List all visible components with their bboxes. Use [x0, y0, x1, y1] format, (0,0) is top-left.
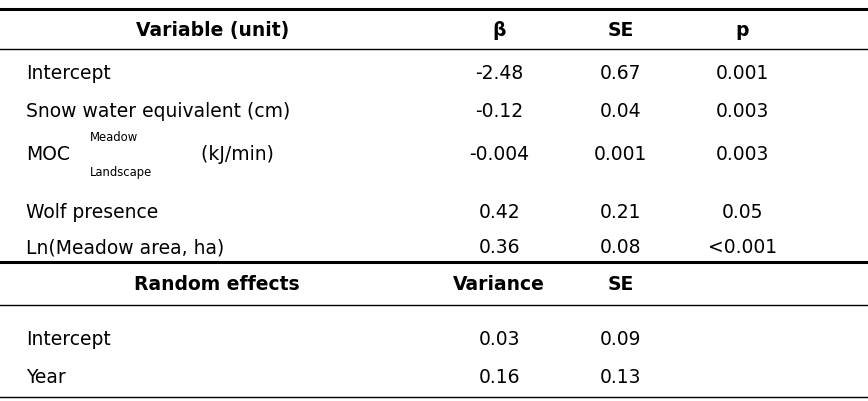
- Text: 0.67: 0.67: [600, 64, 641, 83]
- Text: 0.003: 0.003: [715, 102, 769, 121]
- Text: 0.001: 0.001: [594, 145, 648, 164]
- Text: -0.004: -0.004: [469, 145, 529, 164]
- Text: 0.13: 0.13: [600, 367, 641, 386]
- Text: Wolf presence: Wolf presence: [26, 202, 158, 221]
- Text: Ln(Meadow area, ha): Ln(Meadow area, ha): [26, 237, 224, 257]
- Text: (kJ/min): (kJ/min): [195, 145, 274, 164]
- Text: 0.04: 0.04: [600, 102, 641, 121]
- Text: 0.16: 0.16: [478, 367, 520, 386]
- Text: 0.05: 0.05: [721, 202, 763, 221]
- Text: MOC: MOC: [26, 145, 70, 164]
- Text: Intercept: Intercept: [26, 329, 111, 348]
- Text: 0.03: 0.03: [478, 329, 520, 348]
- Text: Year: Year: [26, 367, 66, 386]
- Text: 0.001: 0.001: [715, 64, 769, 83]
- Text: Variable (unit): Variable (unit): [136, 21, 289, 40]
- Text: Snow water equivalent (cm): Snow water equivalent (cm): [26, 102, 290, 121]
- Text: p: p: [735, 21, 749, 40]
- Text: -0.12: -0.12: [475, 102, 523, 121]
- Text: Intercept: Intercept: [26, 64, 111, 83]
- Text: SE: SE: [608, 21, 634, 40]
- Text: SE: SE: [608, 274, 634, 293]
- Text: 0.09: 0.09: [600, 329, 641, 348]
- Text: Meadow: Meadow: [89, 130, 138, 143]
- Text: Random effects: Random effects: [135, 274, 299, 293]
- Text: 0.42: 0.42: [478, 202, 520, 221]
- Text: β: β: [492, 21, 506, 40]
- Text: <0.001: <0.001: [707, 237, 777, 257]
- Text: -2.48: -2.48: [475, 64, 523, 83]
- Text: 0.08: 0.08: [600, 237, 641, 257]
- Text: 0.21: 0.21: [600, 202, 641, 221]
- Text: Variance: Variance: [453, 274, 545, 293]
- Text: 0.36: 0.36: [478, 237, 520, 257]
- Text: 0.003: 0.003: [715, 145, 769, 164]
- Text: Landscape: Landscape: [89, 166, 152, 178]
